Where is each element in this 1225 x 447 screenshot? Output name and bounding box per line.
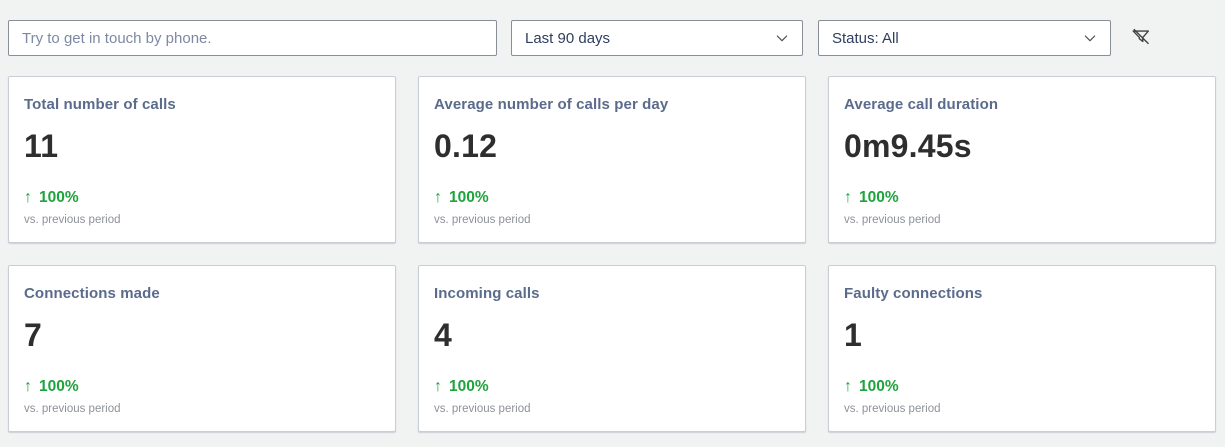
stat-card-total-calls: Total number of calls 11 ↑ 100% vs. prev… bbox=[8, 76, 396, 243]
card-value: 7 bbox=[24, 317, 42, 353]
card-trend: ↑ 100% bbox=[24, 189, 380, 207]
card-title: Faulty connections bbox=[844, 285, 983, 302]
stat-card-avg-call-duration: Average call duration 0m9.45s ↑ 100% vs.… bbox=[828, 76, 1216, 243]
filter-bar: Last 90 days Status: All bbox=[0, 0, 1225, 56]
stats-grid: Total number of calls 11 ↑ 100% vs. prev… bbox=[0, 56, 1225, 432]
trend-value: 100% bbox=[859, 378, 899, 395]
comparison-label: vs. previous period bbox=[844, 403, 941, 415]
card-value: 0.12 bbox=[434, 128, 498, 164]
trend-up-arrow-icon: ↑ bbox=[434, 189, 442, 206]
status-dropdown[interactable]: Status: All bbox=[818, 20, 1111, 56]
trend-value: 100% bbox=[39, 189, 79, 206]
comparison-label: vs. previous period bbox=[844, 214, 941, 226]
comparison-label: vs. previous period bbox=[434, 214, 531, 226]
card-title: Incoming calls bbox=[434, 285, 540, 302]
card-title: Average call duration bbox=[844, 96, 999, 113]
stat-card-connections-made: Connections made 7 ↑ 100% vs. previous p… bbox=[8, 265, 396, 432]
clear-filters-button[interactable] bbox=[1128, 25, 1154, 51]
card-trend: ↑ 100% bbox=[434, 378, 790, 396]
trend-up-arrow-icon: ↑ bbox=[434, 378, 442, 395]
comparison-label: vs. previous period bbox=[24, 403, 121, 415]
stat-card-incoming-calls: Incoming calls 4 ↑ 100% vs. previous per… bbox=[418, 265, 806, 432]
date-range-dropdown[interactable]: Last 90 days bbox=[511, 20, 803, 56]
card-title: Total number of calls bbox=[24, 96, 176, 113]
card-title: Average number of calls per day bbox=[434, 96, 669, 113]
card-value: 0m9.45s bbox=[844, 128, 972, 164]
card-value: 4 bbox=[434, 317, 452, 353]
search-input[interactable] bbox=[8, 20, 497, 56]
card-trend: ↑ 100% bbox=[24, 378, 380, 396]
trend-up-arrow-icon: ↑ bbox=[844, 378, 852, 395]
status-value: Status: All bbox=[832, 29, 899, 47]
trend-value: 100% bbox=[859, 189, 899, 206]
trend-up-arrow-icon: ↑ bbox=[24, 378, 32, 395]
card-value: 11 bbox=[24, 128, 59, 164]
trend-value: 100% bbox=[39, 378, 79, 395]
date-range-value: Last 90 days bbox=[525, 29, 611, 47]
card-trend: ↑ 100% bbox=[844, 189, 1200, 207]
stat-card-avg-calls-per-day: Average number of calls per day 0.12 ↑ 1… bbox=[418, 76, 806, 243]
filter-off-icon bbox=[1130, 26, 1152, 51]
trend-up-arrow-icon: ↑ bbox=[24, 189, 32, 206]
card-trend: ↑ 100% bbox=[844, 378, 1200, 396]
trend-value: 100% bbox=[449, 378, 489, 395]
trend-up-arrow-icon: ↑ bbox=[844, 189, 852, 206]
comparison-label: vs. previous period bbox=[24, 214, 121, 226]
trend-value: 100% bbox=[449, 189, 489, 206]
card-value: 1 bbox=[844, 317, 862, 353]
comparison-label: vs. previous period bbox=[434, 403, 531, 415]
chevron-down-icon bbox=[774, 30, 790, 46]
card-title: Connections made bbox=[24, 285, 160, 302]
stat-card-faulty-connections: Faulty connections 1 ↑ 100% vs. previous… bbox=[828, 265, 1216, 432]
chevron-down-icon bbox=[1082, 30, 1098, 46]
card-trend: ↑ 100% bbox=[434, 189, 790, 207]
